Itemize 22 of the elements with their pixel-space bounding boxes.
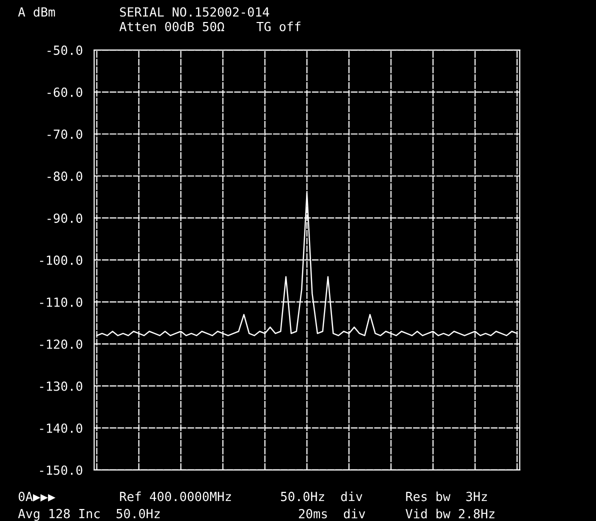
- text: TG off: [256, 22, 300, 32]
- text: 0A▶▶▶: [18, 492, 56, 502]
- y-tick-label: -140.0: [40, 423, 82, 433]
- text: Ref 400.0000MHz: [120, 492, 231, 502]
- y-tick-label: -120.0: [40, 339, 82, 349]
- text: Res bw 3Hz: [406, 492, 487, 502]
- text: Vid bw 2.8Hz: [406, 508, 494, 518]
- text: Avg 128 Inc 50.0Hz: [18, 508, 160, 521]
- text: 20ms div: [298, 508, 366, 518]
- text: SERIAL NO.152002-014: [120, 7, 270, 17]
- y-tick-label: -70.0: [48, 130, 82, 139]
- y-tick-label: -130.0: [40, 381, 82, 391]
- y-tick-label: -150.0: [40, 465, 82, 475]
- y-tick-label: -50.0: [48, 46, 82, 55]
- y-tick-label: -90.0: [48, 213, 82, 223]
- y-tick-label: -60.0: [48, 88, 82, 97]
- y-tick-label: -110.0: [40, 297, 82, 307]
- text: Atten 00dB 50Ω: [119, 22, 224, 32]
- y-tick-label: -80.0: [48, 172, 82, 181]
- text: 50.0Hz div: [280, 492, 362, 502]
- y-tick-label: -100.0: [40, 255, 82, 265]
- text: A dBm: [18, 7, 55, 17]
